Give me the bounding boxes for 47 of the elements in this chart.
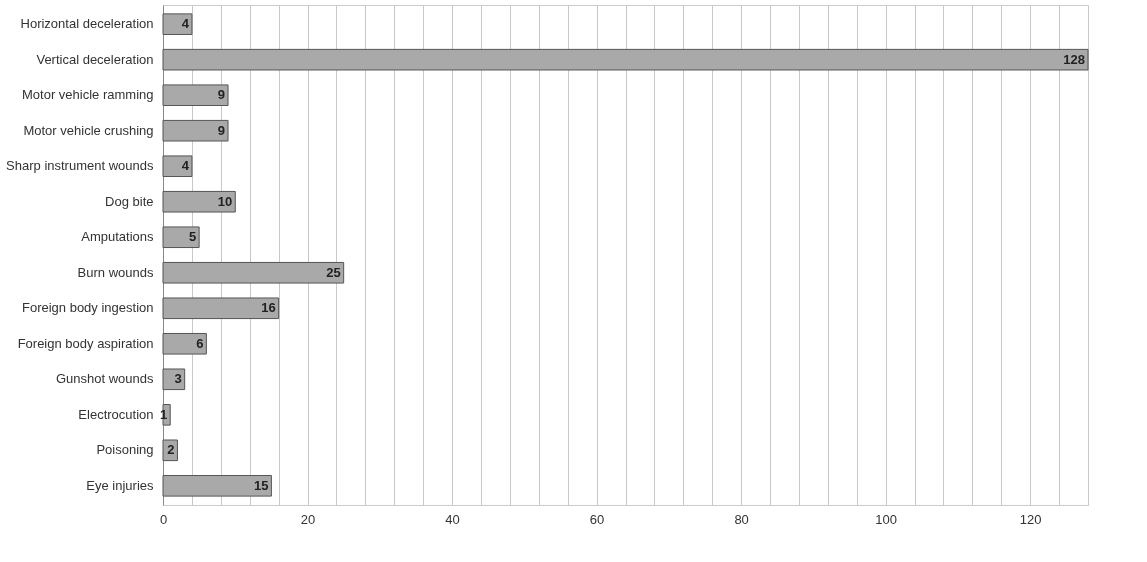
x-tick-label: 60 <box>589 511 605 527</box>
x-tick-label: 100 <box>875 511 898 527</box>
data-label: 9 <box>217 122 226 138</box>
x-tick-label: 40 <box>445 511 460 527</box>
bar <box>162 226 200 249</box>
y-tick-label: Poisoning <box>96 442 154 458</box>
data-label: 4 <box>181 16 190 32</box>
data-label: 4 <box>181 158 190 174</box>
data-label: 5 <box>188 229 197 245</box>
y-tick-label: Dog bite <box>105 193 154 209</box>
bar <box>162 190 236 213</box>
data-label: 15 <box>253 477 269 493</box>
x-tick-label: 20 <box>300 511 316 527</box>
bar <box>162 297 280 320</box>
x-tick-label: 120 <box>1019 511 1042 527</box>
bar <box>162 332 207 355</box>
y-tick-label: Electrocution <box>78 406 154 422</box>
data-label: 2 <box>167 442 175 458</box>
y-tick-label: Amputations <box>81 229 154 245</box>
bar <box>162 155 193 178</box>
data-label: 9 <box>217 87 226 103</box>
bar <box>162 119 229 142</box>
data-label: 128 <box>1063 51 1085 67</box>
data-label: 3 <box>174 371 182 387</box>
x-tick-label: 0 <box>159 511 168 527</box>
y-tick-label: Burn wounds <box>77 264 154 280</box>
bar <box>162 84 229 106</box>
y-tick-label: Motor vehicle crushing <box>23 122 154 138</box>
bar <box>162 368 186 391</box>
y-tick-label: Gunshot wounds <box>55 371 154 387</box>
x-tick-label: 80 <box>734 511 749 527</box>
bar <box>162 261 345 284</box>
bar <box>162 439 178 462</box>
data-label: 6 <box>196 335 204 351</box>
y-tick-label: Sharp instrument wounds <box>6 158 154 174</box>
bar <box>162 13 193 35</box>
data-label: 25 <box>326 264 341 280</box>
bar <box>162 48 1089 71</box>
y-tick-label: Vertical deceleration <box>36 51 154 67</box>
data-label: 16 <box>261 300 276 316</box>
y-tick-label: Horizontal deceleration <box>20 16 154 32</box>
bar <box>162 475 272 497</box>
y-tick-label: Eye injuries <box>86 477 154 493</box>
y-tick-label: Motor vehicle ramming <box>22 87 154 103</box>
data-label: 10 <box>217 193 233 209</box>
y-tick-label: Foreign body aspiration <box>17 335 154 351</box>
y-tick-label: Foreign body ingestion <box>21 300 154 316</box>
